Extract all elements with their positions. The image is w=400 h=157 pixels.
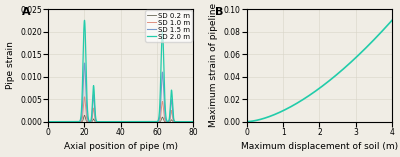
SD 0.2 m <box>108 121 113 123</box>
SD 1.5 m <box>46 121 51 123</box>
SD 1.5 m <box>115 121 120 123</box>
SD 0.2 m <box>107 121 112 123</box>
SD 0.2 m <box>179 121 184 123</box>
SD 1.0 m <box>108 121 113 123</box>
SD 1.0 m <box>121 121 126 123</box>
SD 0.2 m <box>82 114 87 116</box>
SD 2.0 m <box>121 121 126 123</box>
SD 0.2 m <box>151 121 156 123</box>
Line: SD 1.5 m: SD 1.5 m <box>48 63 193 122</box>
X-axis label: Maximum displacement of soil (m): Maximum displacement of soil (m) <box>241 142 398 152</box>
SD 2.0 m <box>186 121 191 123</box>
Y-axis label: Maximum strain of pipeline: Maximum strain of pipeline <box>209 3 218 127</box>
SD 2.0 m <box>115 121 120 123</box>
SD 2.0 m <box>46 121 51 123</box>
SD 2.0 m <box>82 19 87 21</box>
Text: A: A <box>22 7 31 17</box>
Text: B: B <box>215 7 224 17</box>
SD 0.2 m <box>46 121 51 123</box>
SD 1.5 m <box>151 121 156 123</box>
X-axis label: Axial position of pipe (m): Axial position of pipe (m) <box>64 142 178 152</box>
SD 1.5 m <box>191 121 196 123</box>
SD 1.5 m <box>108 121 113 123</box>
Legend: SD 0.2 m, SD 1.0 m, SD 1.5 m, SD 2.0 m: SD 0.2 m, SD 1.0 m, SD 1.5 m, SD 2.0 m <box>145 11 192 42</box>
Line: SD 2.0 m: SD 2.0 m <box>48 20 193 122</box>
SD 2.0 m <box>179 121 184 123</box>
Line: SD 0.2 m: SD 0.2 m <box>48 115 193 122</box>
SD 1.0 m <box>115 121 120 123</box>
SD 2.0 m <box>191 121 196 123</box>
SD 1.0 m <box>186 121 191 123</box>
SD 2.0 m <box>151 121 156 123</box>
SD 1.0 m <box>151 121 156 123</box>
SD 1.0 m <box>191 121 196 123</box>
Y-axis label: Pipe strain: Pipe strain <box>6 41 14 89</box>
SD 1.5 m <box>179 121 184 123</box>
SD 0.2 m <box>186 121 191 123</box>
SD 0.2 m <box>115 121 120 123</box>
SD 1.0 m <box>46 121 51 123</box>
SD 1.0 m <box>179 121 184 123</box>
SD 1.5 m <box>107 121 112 123</box>
Line: SD 1.0 m: SD 1.0 m <box>48 97 193 122</box>
SD 1.0 m <box>107 121 112 123</box>
SD 2.0 m <box>107 121 112 123</box>
SD 1.5 m <box>82 62 87 64</box>
SD 1.0 m <box>82 96 87 98</box>
SD 0.2 m <box>191 121 196 123</box>
SD 1.5 m <box>121 121 126 123</box>
SD 2.0 m <box>108 121 113 123</box>
SD 1.5 m <box>186 121 191 123</box>
